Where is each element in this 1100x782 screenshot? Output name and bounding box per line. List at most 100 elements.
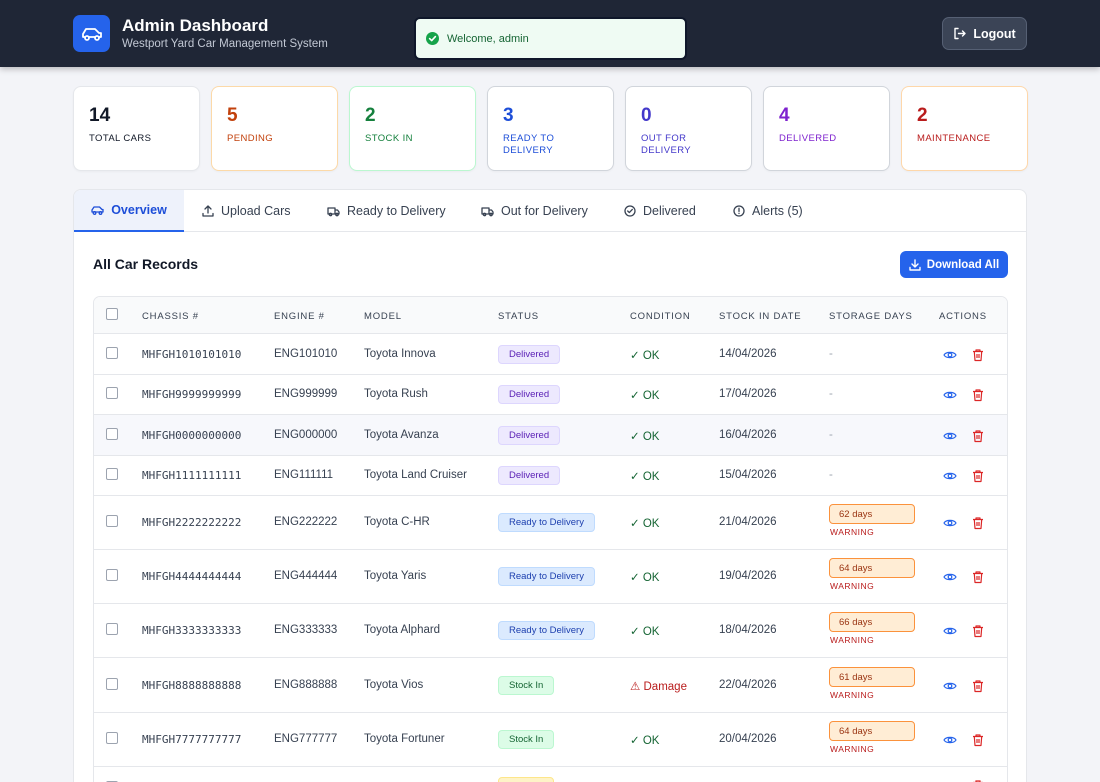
col-chassis-header: CHASSIS #	[142, 311, 199, 322]
engine-number: ENG444444	[274, 570, 338, 582]
logout-button[interactable]: Logout	[942, 17, 1027, 50]
delete-icon[interactable]	[971, 679, 985, 693]
col-model-header: MODEL	[364, 311, 402, 322]
stat-value: 0	[641, 105, 652, 126]
row-checkbox[interactable]	[106, 347, 118, 359]
table-header: CHASSIS # ENGINE # MODEL STATUS CONDITION STO…	[94, 297, 1007, 334]
delete-icon[interactable]	[971, 388, 985, 402]
view-icon[interactable]	[943, 469, 957, 483]
delete-icon[interactable]	[971, 429, 985, 443]
tab-alerts[interactable]: Alerts (5)	[733, 190, 803, 232]
delete-icon[interactable]	[971, 516, 985, 530]
chassis-number: MHFGH3333333333	[142, 624, 242, 637]
tab-out-for-delivery[interactable]: Out for Delivery	[481, 190, 588, 232]
stat-label: READY TO DELIVERY	[503, 133, 555, 156]
stock-in-date: 15/04/2026	[719, 469, 777, 481]
tab-ready-to-delivery[interactable]: Ready to Delivery	[327, 190, 446, 232]
stat-card-total-cars: 14 TOTAL CARS	[73, 86, 200, 171]
row-checkbox[interactable]	[106, 428, 118, 440]
status-badge: Ready to Delivery	[498, 567, 595, 586]
upload-icon	[202, 205, 214, 217]
view-icon[interactable]	[943, 429, 957, 443]
condition-value: ✓ OK	[630, 431, 660, 443]
chassis-number: MHFGH1111111111	[142, 469, 242, 482]
table-row: MHFGH7777777777 ENG777777 Toyota Fortuner S…	[94, 713, 1007, 767]
chassis-number: MHFGH0000000000	[142, 429, 242, 442]
download-all-button[interactable]: Download All	[900, 251, 1008, 278]
stock-in-date: 22/04/2026	[719, 679, 777, 691]
table-row: MHFGH1010101010 ENG101010 Toyota Innova Del…	[94, 334, 1007, 375]
stat-label: PENDING	[227, 133, 274, 144]
status-badge: Delivered	[498, 466, 561, 485]
stat-label: DELIVERED	[779, 133, 837, 144]
tab-label: Overview	[111, 203, 167, 217]
view-icon[interactable]	[943, 624, 957, 638]
condition-value: ✓ OK	[630, 471, 660, 483]
storage-days: -	[829, 469, 833, 481]
truck-icon	[327, 206, 340, 217]
view-icon[interactable]	[943, 570, 957, 584]
car-model: Toyota Rush	[364, 388, 428, 400]
tab-overview[interactable]: Overview	[74, 190, 184, 232]
stock-in-date: 18/04/2026	[719, 624, 777, 636]
select-all-checkbox[interactable]	[106, 308, 118, 320]
tab-delivered[interactable]: Delivered	[624, 190, 696, 232]
app-logo	[73, 15, 110, 52]
row-checkbox[interactable]	[106, 468, 118, 480]
storage-warning-label: WARNING	[830, 744, 875, 754]
row-checkbox[interactable]	[106, 387, 118, 399]
storage-days-badge: 62 days	[829, 504, 915, 524]
check-circle-icon	[624, 205, 636, 217]
table-row	[94, 767, 1007, 782]
chassis-number: MHFGH1010101010	[142, 348, 242, 361]
stock-in-date: 16/04/2026	[719, 429, 777, 441]
tab-upload-cars[interactable]: Upload Cars	[202, 190, 290, 232]
storage-days: -	[829, 388, 833, 400]
stat-label: MAINTENANCE	[917, 133, 991, 144]
row-checkbox[interactable]	[106, 732, 118, 744]
view-icon[interactable]	[943, 516, 957, 530]
view-icon[interactable]	[943, 679, 957, 693]
row-checkbox[interactable]	[106, 678, 118, 690]
delete-icon[interactable]	[971, 733, 985, 747]
storage-warning-label: WARNING	[830, 690, 875, 700]
status-badge: Delivered	[498, 345, 561, 364]
delete-icon[interactable]	[971, 570, 985, 584]
car-model: Toyota C-HR	[364, 516, 430, 528]
status-badge: Delivered	[498, 385, 561, 404]
top-header: Admin Dashboard Westport Yard Car Manage…	[0, 0, 1100, 67]
chassis-number: MHFGH7777777777	[142, 733, 242, 746]
delete-icon[interactable]	[971, 469, 985, 483]
delete-icon[interactable]	[971, 624, 985, 638]
chassis-number: MHFGH2222222222	[142, 516, 242, 529]
view-icon[interactable]	[943, 388, 957, 402]
table-row: MHFGH3333333333 ENG333333 Toyota Alphard Re…	[94, 604, 1007, 658]
tab-bar: Overview Upload Cars Ready to Delivery Out …	[74, 190, 1026, 232]
stock-in-date: 19/04/2026	[719, 570, 777, 582]
welcome-toast: Welcome, admin	[414, 17, 687, 60]
col-storage-days-header: STORAGE DAYS	[829, 311, 913, 322]
engine-number: ENG000000	[274, 429, 338, 441]
row-checkbox[interactable]	[106, 569, 118, 581]
tab-label: Alerts (5)	[752, 204, 803, 218]
condition-value: ✓ OK	[630, 735, 660, 747]
download-icon	[909, 258, 921, 271]
car-model: Toyota Vios	[364, 679, 424, 691]
section-title: All Car Records	[93, 256, 199, 272]
row-checkbox[interactable]	[106, 515, 118, 527]
engine-number: ENG101010	[274, 348, 338, 360]
table-row: MHFGH2222222222 ENG222222 Toyota C-HR Ready…	[94, 496, 1007, 550]
view-icon[interactable]	[943, 733, 957, 747]
tab-label: Out for Delivery	[501, 204, 588, 218]
stat-value: 5	[227, 105, 238, 126]
col-actions-header: ACTIONS	[939, 311, 987, 322]
delete-icon[interactable]	[971, 348, 985, 362]
tab-label: Upload Cars	[221, 204, 291, 218]
table-row: MHFGH4444444444 ENG444444 Toyota Yaris Read…	[94, 550, 1007, 604]
view-icon[interactable]	[943, 348, 957, 362]
row-checkbox[interactable]	[106, 623, 118, 635]
storage-days-badge: 64 days	[829, 558, 915, 578]
engine-number: ENG777777	[274, 733, 338, 745]
status-badge	[498, 777, 554, 782]
col-condition-header: CONDITION	[630, 311, 691, 322]
